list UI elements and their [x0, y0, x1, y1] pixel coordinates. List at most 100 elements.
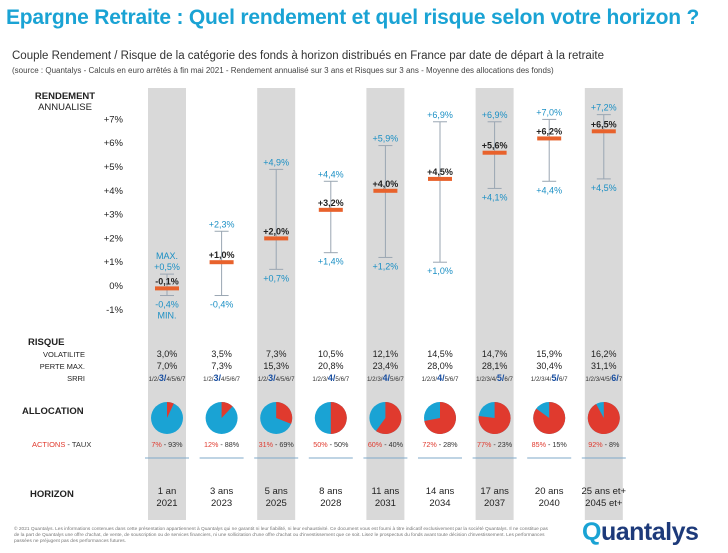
srri-scale: 1/2/3/4/5/6/7 — [585, 373, 622, 383]
taux-share: - 88% — [218, 440, 239, 449]
srri-value: 5/ — [445, 376, 450, 383]
srri-value: 6/ — [286, 376, 291, 383]
srri-value: 2/ — [318, 376, 323, 383]
max-value-label: +0,5% — [154, 262, 180, 272]
taux-share: - 8% — [603, 440, 620, 449]
max-value-label: +5,9% — [373, 134, 399, 144]
srri-active-value: 3/ — [268, 373, 276, 383]
allocation-value-label: 72% - 28% — [422, 440, 458, 449]
pie-actions-slice — [330, 402, 347, 434]
srri-value: 2/ — [372, 376, 377, 383]
volatility-value: 14,5% — [427, 349, 453, 359]
allocation-value-label: 12% - 88% — [204, 440, 240, 449]
srri-value: 1/ — [203, 376, 208, 383]
srri-value: 4/ — [492, 376, 497, 383]
srri-value: 3/ — [377, 376, 382, 383]
y-tick-label: +3% — [104, 210, 124, 221]
srri-scale: 1/2/3/4/5/6/7 — [149, 373, 186, 383]
y-tick-label: +4% — [104, 186, 124, 197]
median-value-label: +4,0% — [373, 179, 399, 189]
srri-value: 1/ — [367, 376, 372, 383]
y-tick-label: +7% — [104, 114, 124, 125]
taux-share: - 69% — [273, 440, 294, 449]
max-loss-value: 23,4% — [373, 361, 399, 371]
srri-scale: 1/2/3/4/5/6/7 — [258, 373, 295, 383]
srri-value: 5/ — [335, 376, 340, 383]
srri-value: 5/ — [226, 376, 231, 383]
srri-value: 3/ — [596, 376, 601, 383]
srri-value: 5/ — [172, 376, 177, 383]
taux-share: - 40% — [382, 440, 403, 449]
min-value-label: +4,4% — [536, 185, 562, 195]
y-tick-label: 0% — [109, 281, 123, 292]
srri-value: 7 — [510, 376, 514, 383]
srri-active-value: 6/ — [611, 373, 619, 383]
page-title: Epargne Retraite : Quel rendement et que… — [6, 6, 700, 29]
volatility-label: VOLATILITE — [43, 350, 85, 359]
taux-share: - 15% — [546, 440, 567, 449]
srri-value: 2/ — [591, 376, 596, 383]
allocation-value-label: 85% - 15% — [532, 440, 568, 449]
srri-value: 1/ — [149, 376, 154, 383]
actions-share: 85% — [532, 440, 547, 449]
max-loss-value: 28,0% — [427, 361, 453, 371]
srri-value: 1/ — [585, 376, 590, 383]
srri-value: 7 — [619, 376, 623, 383]
srri-value: 5/ — [606, 376, 611, 383]
allocation-section-title: ALLOCATION — [22, 406, 84, 417]
srri-value: 7 — [455, 376, 459, 383]
horizon-year-label: 2021 — [156, 498, 177, 509]
column-background — [257, 88, 296, 520]
taux-share: - 23% — [491, 440, 512, 449]
max-loss-value: 20,8% — [318, 361, 344, 371]
srri-value: 1/ — [312, 376, 317, 383]
actions-share: 7% — [151, 440, 162, 449]
max-value-label: +7,0% — [536, 107, 562, 117]
median-value-label: +5,6% — [482, 141, 508, 151]
actions-share: 60% — [368, 440, 383, 449]
min-value-label: +1,0% — [427, 266, 453, 276]
srri-value: 6/ — [231, 376, 236, 383]
srri-scale: 1/2/3/4/5/6/7 — [203, 373, 240, 383]
horizon-label: 20 ans — [535, 486, 564, 497]
max-value-label: +7,2% — [591, 103, 617, 113]
horizon-year-label: 2023 — [211, 498, 232, 509]
srri-value: 4/ — [546, 376, 551, 383]
median-marker — [264, 236, 289, 241]
srri-value: 6/ — [450, 376, 455, 383]
srri-value: 6/ — [395, 376, 400, 383]
srri-active-value: 4/ — [383, 373, 391, 383]
volatility-value: 3,5% — [211, 349, 232, 359]
min-value-label: +1,2% — [373, 261, 399, 271]
srri-value: 6/ — [504, 376, 509, 383]
median-value-label: +1,0% — [209, 250, 235, 260]
max-loss-value: 31,1% — [591, 361, 617, 371]
allocation-value-label: 7% - 93% — [151, 440, 183, 449]
srri-active-value: 5/ — [551, 373, 559, 383]
median-value-label: +2,0% — [263, 226, 289, 236]
median-marker — [209, 260, 234, 265]
horizon-year-label: 2034 — [429, 498, 450, 509]
srri-value: 3/ — [323, 376, 328, 383]
median-marker — [373, 188, 398, 193]
horizon-section-title: HORIZON — [30, 489, 74, 500]
allocation-value-label: 50% - 50% — [313, 440, 349, 449]
y-tick-label: +1% — [104, 257, 124, 268]
min-value-label: +4,5% — [591, 183, 617, 193]
srri-value: 1/ — [258, 376, 263, 383]
max-value-label: +2,3% — [209, 219, 235, 229]
horizon-year-label: 2025 — [266, 498, 287, 509]
srri-value: 4/ — [601, 376, 606, 383]
srri-value: 4/ — [166, 376, 171, 383]
srri-value: 1/ — [422, 376, 427, 383]
srri-value: 1/ — [476, 376, 481, 383]
srri-value: 2/ — [263, 376, 268, 383]
median-marker — [482, 150, 507, 155]
volatility-value: 14,7% — [482, 349, 508, 359]
horizon-label: 11 ans — [371, 486, 399, 497]
chart-source: (source : Quantalys - Calculs en euro ar… — [12, 66, 554, 75]
srri-active-value: 5/ — [497, 373, 505, 383]
actions-share: 50% — [313, 440, 328, 449]
horizon-year-label: 2031 — [375, 498, 396, 509]
